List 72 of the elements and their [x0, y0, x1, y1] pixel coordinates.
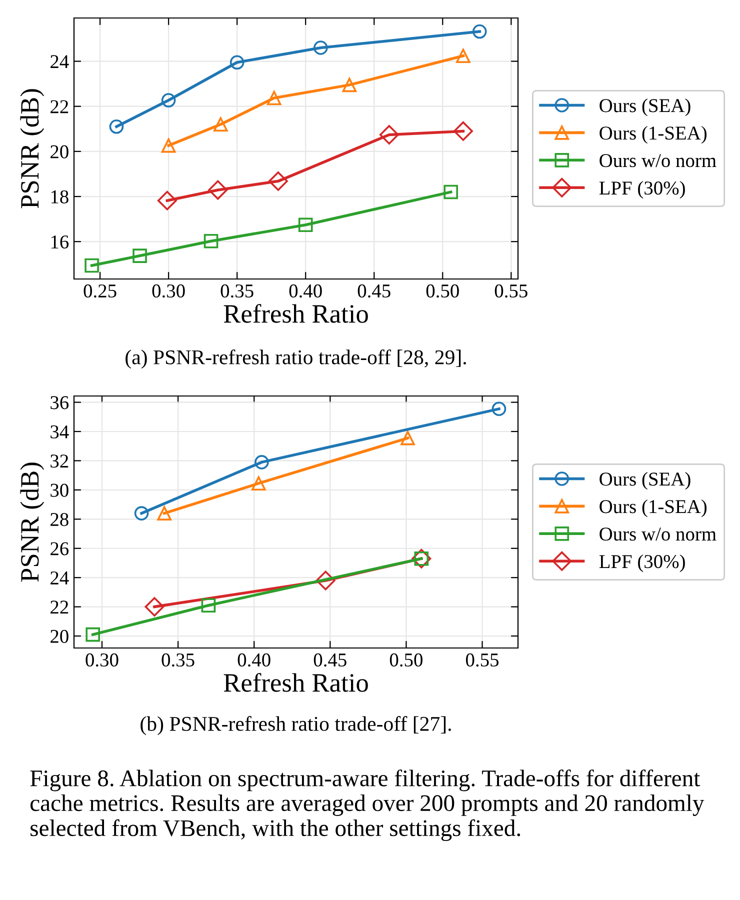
- x-tick-label: 0.45: [314, 653, 346, 667]
- y-tick-label: 24: [50, 571, 69, 584]
- y-tick-label: 20: [50, 630, 68, 643]
- point: [132, 248, 147, 263]
- point: [161, 93, 176, 108]
- legend-label: Ours w/o norm: [600, 528, 716, 541]
- point: [86, 627, 100, 642]
- text: (a) PSNR-refresh ratio trade-off [28, 29].: [126, 349, 466, 369]
- point: [456, 48, 470, 64]
- y-tick-label: 18: [51, 190, 68, 204]
- x-tick-label: 0.50: [390, 653, 422, 667]
- point: [379, 125, 399, 144]
- point: [230, 55, 244, 70]
- point: [134, 506, 149, 520]
- y-tick-label: 28: [50, 512, 68, 526]
- x-tick-label: 0.55: [466, 653, 499, 667]
- legend-label: LPF (30%): [599, 180, 685, 199]
- y-tick-label: 24: [50, 55, 69, 68]
- point: [342, 78, 357, 92]
- x-tick-label: 0.40: [238, 653, 270, 667]
- point: [266, 90, 282, 106]
- point: [314, 40, 328, 55]
- y-tick-label: 22: [50, 600, 68, 614]
- y-axis-title: PSNR (dB): [20, 89, 44, 208]
- point: [268, 171, 288, 191]
- x-tick-label: 0.30: [86, 653, 118, 667]
- legend-label: LPF (30%): [599, 554, 685, 572]
- x-tick-label: 0.25: [84, 284, 116, 298]
- x-tick-label: 0.35: [220, 284, 254, 298]
- legend-label: Ours w/o norm: [600, 154, 716, 168]
- point: [298, 218, 313, 232]
- x-tick-label: 0.30: [152, 284, 185, 298]
- point: [161, 138, 176, 153]
- y-tick-label: 30: [50, 484, 68, 497]
- legend-label: Ours (1-SEA): [600, 126, 707, 144]
- x-axis-title: Refresh Ratio: [224, 673, 368, 692]
- y-tick-label: 26: [50, 542, 69, 556]
- point: [204, 234, 218, 248]
- point: [84, 258, 99, 273]
- point: [208, 180, 228, 200]
- x-tick-label: 0.45: [358, 284, 390, 298]
- y-tick-label: 36: [50, 396, 69, 410]
- point: [144, 597, 164, 617]
- y-tick-label: 34: [50, 425, 69, 438]
- y-tick-label: 16: [51, 235, 69, 249]
- point: [213, 117, 228, 132]
- point: [316, 570, 336, 590]
- text: (b) PSNR-refresh ratio trade-off [27].: [140, 716, 451, 736]
- legend-label: Ours (SEA): [600, 98, 690, 116]
- point: [453, 121, 473, 141]
- x-tick-label: 0.35: [162, 653, 194, 667]
- x-tick-label: 0.40: [289, 284, 322, 298]
- legend-label: Ours (1-SEA): [600, 500, 707, 518]
- x-axis-title: Refresh Ratio: [224, 304, 368, 323]
- point: [157, 506, 172, 520]
- point: [254, 455, 269, 470]
- y-tick-label: 22: [50, 100, 68, 114]
- caption: Figure 8. Ablation on spectrum-aware filtering. Trade-offs for different cache metrics. Results are averaged over 200 prompts and 20 randomly selected from VBench, with the other settings fixed.: [30, 770, 704, 842]
- point: [472, 24, 487, 39]
- point: [109, 119, 124, 134]
- point: [252, 476, 266, 491]
- legend-label: Ours (SEA): [600, 472, 690, 490]
- point: [201, 598, 216, 612]
- x-tick-label: 0.55: [494, 284, 528, 298]
- y-axis-title: PSNR (dB): [20, 462, 44, 582]
- point: [157, 190, 177, 210]
- point: [400, 430, 415, 446]
- y-tick-label: 32: [50, 454, 68, 468]
- point: [444, 184, 458, 200]
- point: [492, 402, 506, 416]
- x-tick-label: 0.50: [426, 284, 459, 298]
- y-tick-label: 20: [50, 145, 68, 158]
